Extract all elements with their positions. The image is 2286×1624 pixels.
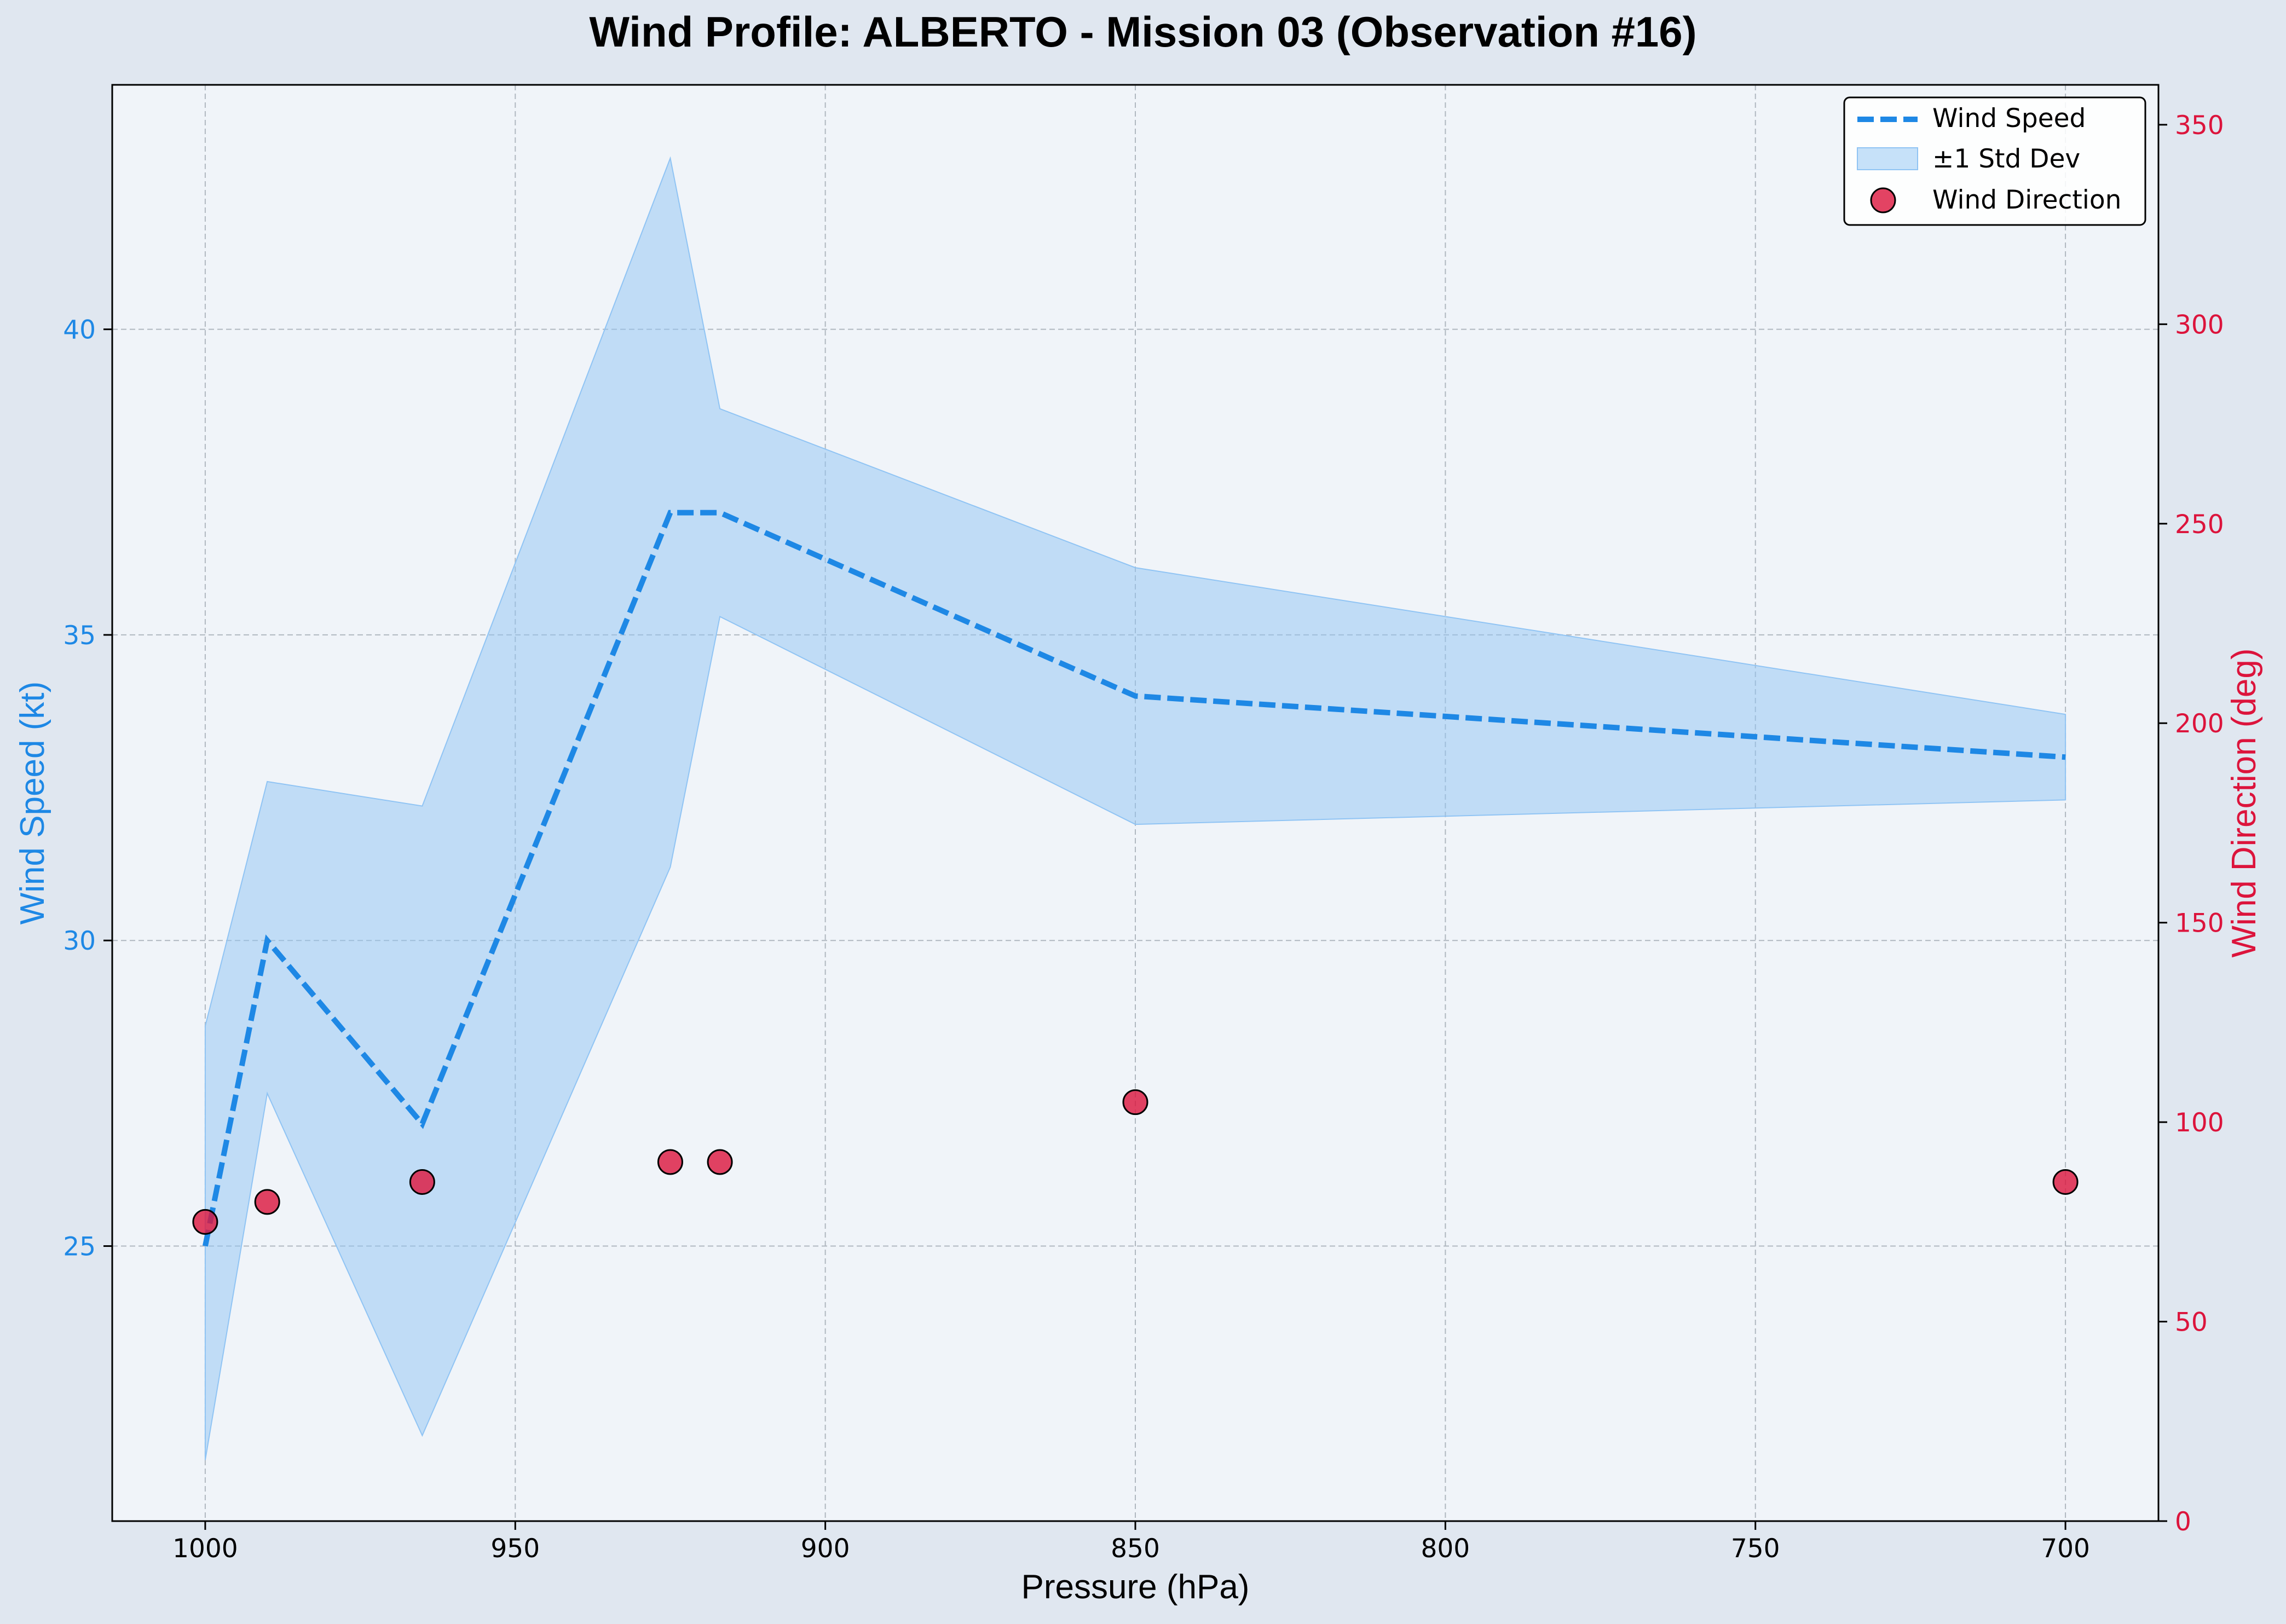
x-axis-label: Pressure (hPa) — [1021, 1568, 1250, 1606]
wind-speed-line-layer — [203, 510, 2066, 1247]
left-y-axis-ticks: 25 30 35 40 — [63, 315, 112, 1262]
left-y-tick-label: 30 — [63, 926, 96, 956]
right-y-tick-label: 50 — [2175, 1308, 2208, 1338]
x-tick-label: 900 — [801, 1534, 850, 1564]
right-y-tick-label: 100 — [2175, 1108, 2224, 1138]
wind-direction-point — [409, 1169, 435, 1195]
right-y-tick-label: 0 — [2175, 1507, 2191, 1537]
right-y-tick-label: 250 — [2175, 510, 2224, 540]
right-y-tick-label: 300 — [2175, 310, 2224, 340]
right-y-axis-label: Wind Direction (deg) — [2225, 648, 2263, 957]
wind-direction-points-layer — [192, 1089, 2079, 1235]
wind-direction-point — [2052, 1169, 2079, 1195]
wind-direction-point — [192, 1209, 218, 1235]
x-axis-ticks: 1000 950 900 850 800 750 700 — [172, 1521, 2090, 1564]
wind-direction-point — [657, 1149, 683, 1175]
legend: Wind Speed ±1 Std Dev Wind Direction — [1843, 96, 2146, 226]
legend-std-dev-swatch — [1857, 147, 1918, 170]
left-y-axis-label: Wind Speed (kt) — [14, 681, 51, 925]
legend-wind-speed-label: Wind Speed — [1932, 103, 2086, 134]
std-dev-band-layer — [204, 156, 2066, 1460]
std-dev-band — [204, 156, 2066, 1460]
left-y-tick-label: 35 — [63, 621, 96, 651]
wind-speed-line — [203, 510, 2066, 1247]
legend-box — [1843, 96, 2146, 226]
wind-direction-point — [707, 1149, 733, 1175]
x-tick-label: 950 — [490, 1534, 540, 1564]
wind-direction-point — [254, 1189, 280, 1215]
x-tick-label: 800 — [1421, 1534, 1470, 1564]
x-tick-label: 1000 — [172, 1534, 238, 1564]
legend-wind-direction-swatch — [1870, 187, 1896, 213]
legend-wind-direction-label: Wind Direction — [1932, 185, 2121, 215]
x-tick-label: 850 — [1111, 1534, 1160, 1564]
right-y-tick-label: 150 — [2175, 909, 2224, 939]
left-y-tick-label: 25 — [63, 1232, 96, 1262]
x-tick-label: 750 — [1731, 1534, 1780, 1564]
x-tick-label: 700 — [2041, 1534, 2090, 1564]
wind-direction-point — [1122, 1089, 1148, 1116]
chart-title: Wind Profile: ALBERTO - Mission 03 (Obse… — [589, 8, 1696, 56]
legend-std-dev-label: ±1 Std Dev — [1932, 144, 2080, 174]
right-y-tick-label: 350 — [2175, 111, 2224, 141]
right-y-tick-label: 200 — [2175, 709, 2224, 739]
left-y-tick-label: 40 — [63, 315, 96, 345]
right-y-axis-ticks: 0 50 100 150 200 250 300 350 — [2158, 111, 2224, 1537]
